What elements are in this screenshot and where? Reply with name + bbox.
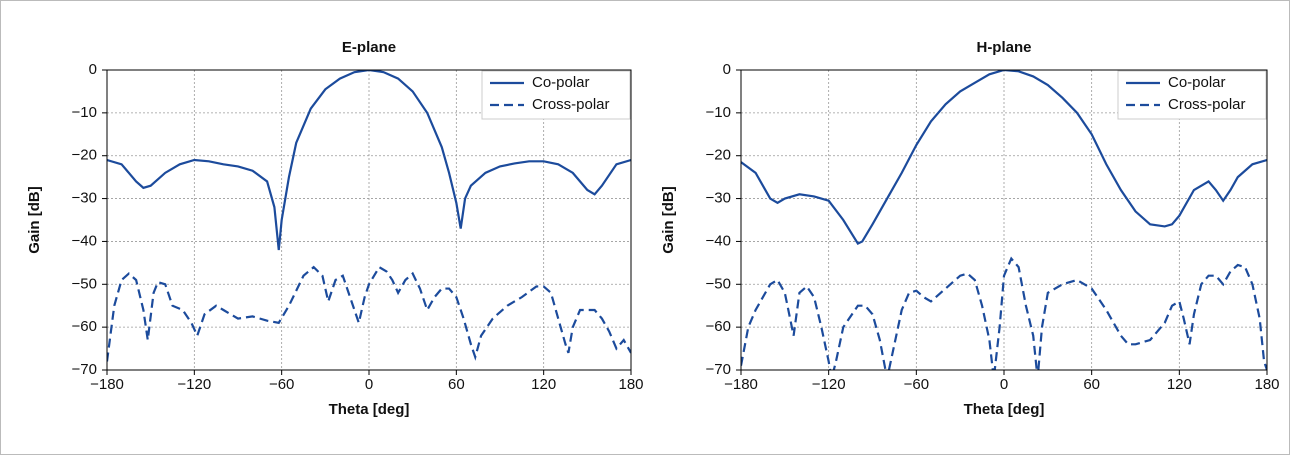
y-tick-label: −50: [706, 275, 731, 292]
legend-box: [481, 70, 631, 120]
y-tick-label: −60: [706, 318, 731, 335]
x-tick-label: 120: [531, 376, 556, 393]
y-tick-label: 0: [89, 61, 97, 78]
y-tick-label: −40: [706, 232, 731, 249]
x-tick-label: 120: [1167, 376, 1192, 393]
chart-title: E-plane: [342, 39, 396, 56]
x-tick-label: −60: [904, 376, 929, 393]
legend-label: Co-polar: [1168, 74, 1226, 91]
x-tick-label: 60: [448, 376, 465, 393]
x-tick-label: −120: [812, 376, 846, 393]
x-tick-label: 0: [365, 376, 373, 393]
y-tick-label: −50: [72, 275, 97, 292]
x-axis-label: Theta [deg]: [329, 401, 410, 418]
y-tick-label: −10: [72, 104, 97, 121]
legend-label: Cross-polar: [1168, 96, 1246, 113]
x-tick-label: −180: [724, 376, 758, 393]
series-line: [107, 265, 631, 362]
y-tick-label: −20: [72, 147, 97, 164]
x-tick-label: 0: [1000, 376, 1008, 393]
legend-label: Co-polar: [532, 74, 590, 91]
y-tick-label: −10: [706, 104, 731, 121]
y-tick-label: −40: [72, 232, 97, 249]
legend-box: [1117, 70, 1267, 120]
chart-title: H-plane: [976, 39, 1031, 56]
plot-border: [106, 69, 632, 371]
series-line: [741, 256, 1267, 370]
x-tick-label: 180: [618, 376, 643, 393]
y-axis-label: Gain [dB]: [26, 186, 43, 254]
y-tick-label: −70: [706, 361, 731, 378]
legend-label: Cross-polar: [532, 96, 610, 113]
series-line: [107, 70, 631, 251]
y-tick-label: −20: [706, 147, 731, 164]
plot-border: [740, 69, 1268, 371]
y-tick-label: −70: [72, 361, 97, 378]
y-axis-label: Gain [dB]: [660, 186, 677, 254]
x-tick-label: −120: [177, 376, 211, 393]
y-tick-label: −30: [706, 190, 731, 207]
y-tick-label: −60: [72, 318, 97, 335]
y-tick-label: −30: [72, 190, 97, 207]
y-tick-label: 0: [723, 61, 731, 78]
series-line: [741, 70, 1267, 245]
x-tick-label: −60: [269, 376, 294, 393]
x-tick-label: 60: [1083, 376, 1100, 393]
x-axis-label: Theta [deg]: [964, 401, 1045, 418]
x-tick-label: 180: [1254, 376, 1279, 393]
x-tick-label: −180: [90, 376, 124, 393]
